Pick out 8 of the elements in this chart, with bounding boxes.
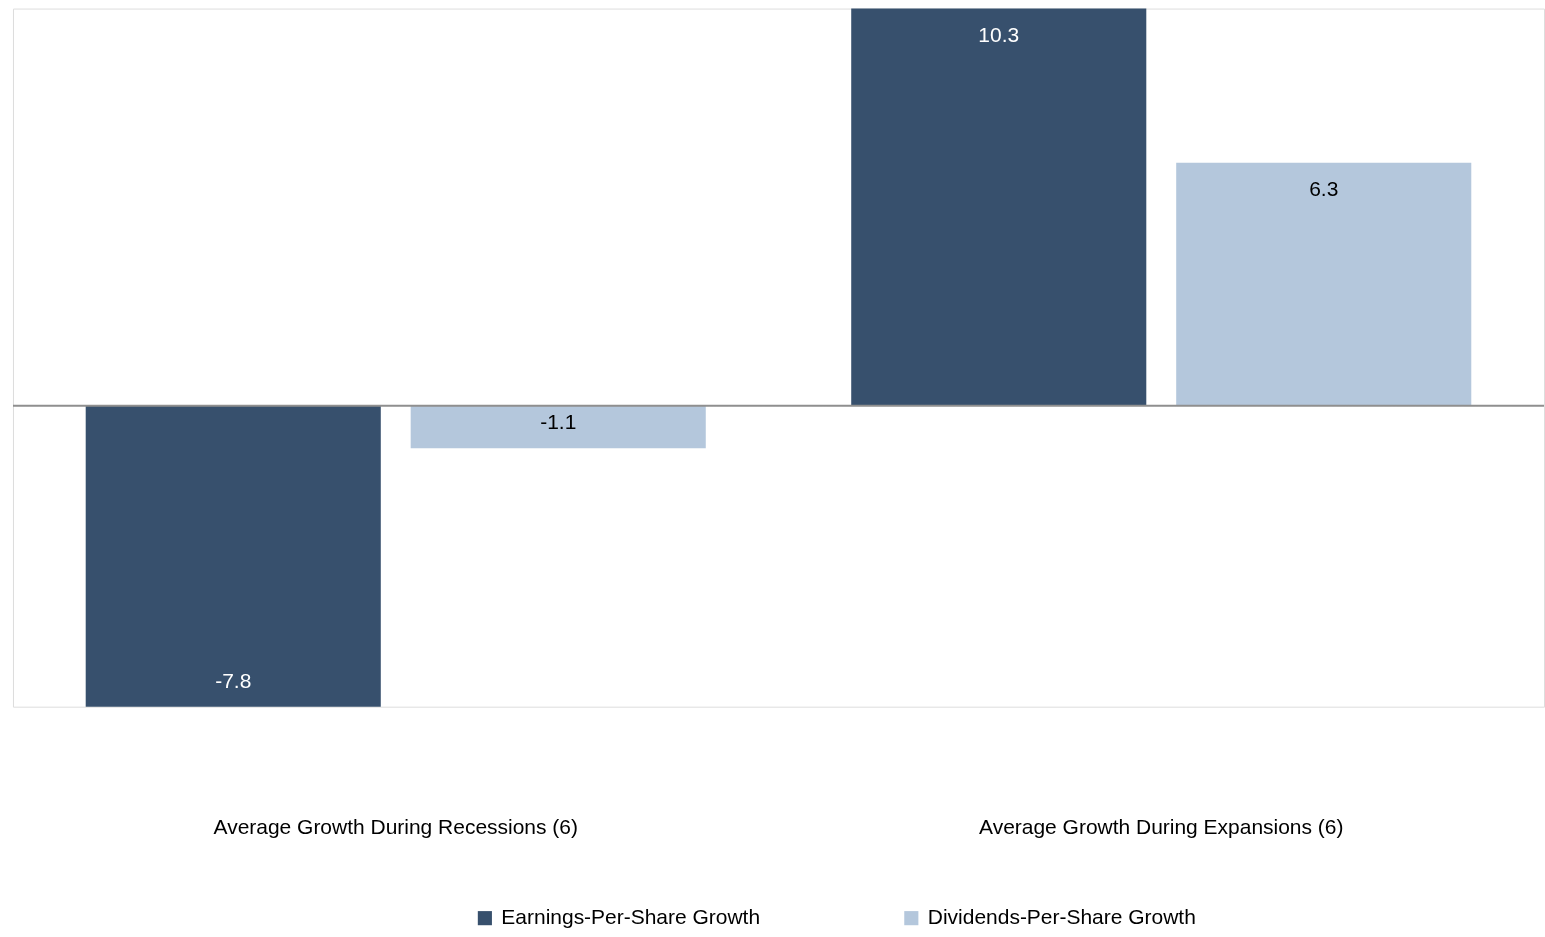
data-label: -7.8 <box>215 668 252 692</box>
x-tick-label: Average Growth During Recessions (6) <box>213 815 578 839</box>
x-tick-label: Average Growth During Expansions (6) <box>979 815 1344 839</box>
data-label: 6.3 <box>1309 176 1339 200</box>
legend-label: Earnings-Per-Share Growth <box>501 905 761 929</box>
data-label: -1.1 <box>540 410 577 434</box>
data-label: 10.3 <box>978 22 1020 46</box>
legend-label: Dividends-Per-Share Growth <box>927 905 1196 929</box>
